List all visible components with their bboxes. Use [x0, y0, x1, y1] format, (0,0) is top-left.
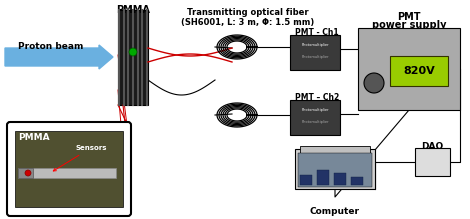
Bar — [118, 10, 148, 105]
Text: (SH6001, L: 3 m, Φ: 1.5 mm): (SH6001, L: 3 m, Φ: 1.5 mm) — [181, 18, 314, 27]
Bar — [18, 168, 33, 178]
Text: PMMA: PMMA — [18, 133, 50, 142]
Circle shape — [129, 48, 137, 56]
Text: PMT: PMT — [397, 12, 421, 22]
Text: PMMA: PMMA — [116, 5, 150, 15]
Text: Photomultiplier: Photomultiplier — [301, 43, 329, 47]
Bar — [390, 56, 448, 86]
Text: Transmitting optical fiber: Transmitting optical fiber — [187, 8, 309, 17]
Text: 820V: 820V — [403, 66, 435, 76]
Bar — [320, 152, 350, 160]
Bar — [358, 28, 460, 110]
Text: Proton beam: Proton beam — [18, 42, 83, 51]
Text: PMT - Ch1: PMT - Ch1 — [295, 28, 338, 37]
Bar — [317, 170, 329, 185]
Text: Photomultiplier: Photomultiplier — [301, 120, 329, 124]
Bar — [295, 149, 375, 189]
Bar — [300, 175, 312, 185]
Text: Computer: Computer — [310, 207, 360, 216]
FancyBboxPatch shape — [7, 122, 131, 216]
Bar — [15, 131, 123, 207]
Text: PMT – Ch2: PMT – Ch2 — [295, 93, 339, 102]
Bar — [415, 148, 450, 176]
Text: power supply: power supply — [372, 20, 446, 30]
Text: Photomultiplier: Photomultiplier — [301, 108, 329, 112]
Bar — [290, 100, 340, 135]
Text: Sensors: Sensors — [53, 145, 107, 171]
Bar — [18, 168, 116, 178]
Text: Photomultiplier: Photomultiplier — [301, 55, 329, 59]
Bar — [351, 177, 363, 185]
FancyArrow shape — [5, 45, 113, 69]
Text: DAQ: DAQ — [422, 142, 444, 151]
Bar — [334, 173, 346, 185]
Circle shape — [25, 170, 31, 176]
Bar — [290, 35, 340, 70]
Bar — [298, 153, 372, 187]
Bar — [300, 146, 370, 153]
Circle shape — [364, 73, 384, 93]
